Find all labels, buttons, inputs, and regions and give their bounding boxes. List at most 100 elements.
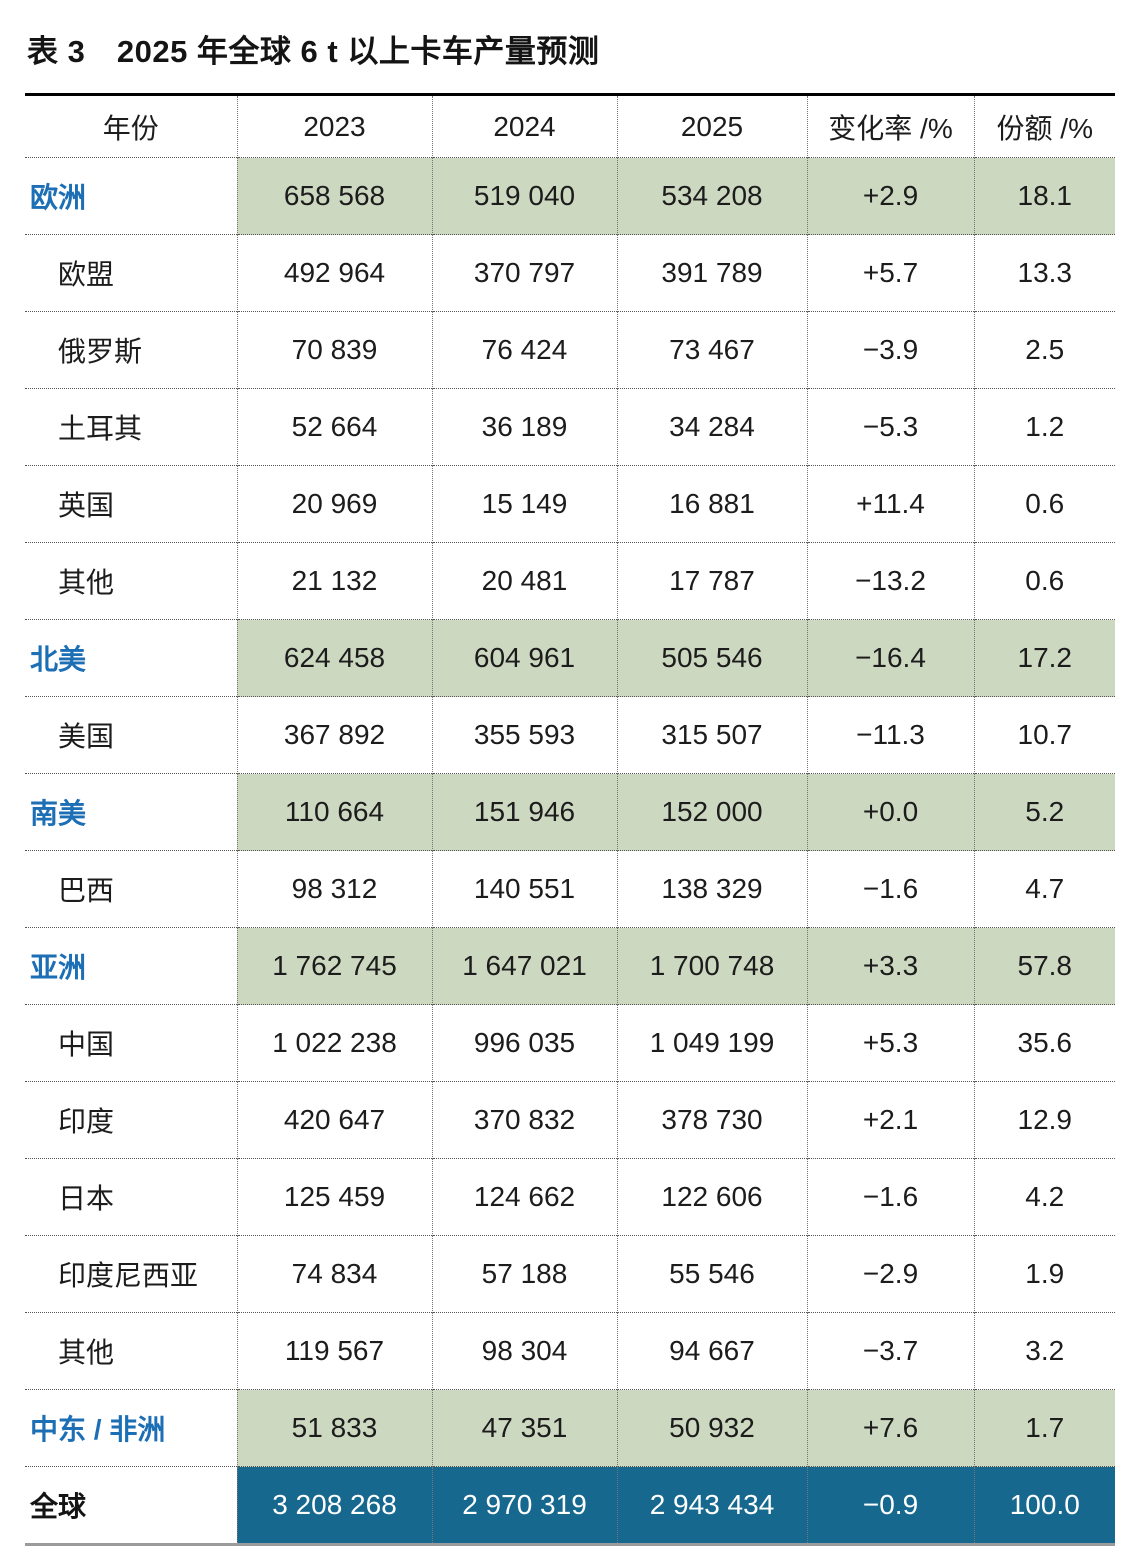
row-label: 日本 [58,1183,115,1214]
row-value: 51 833 [236,1389,432,1467]
row-value: +2.9 [806,157,974,235]
table-row: 印度 420 647 370 832 378 730 +2.1 12.9 [25,1081,1115,1159]
row-label: 印度 [58,1106,115,1137]
row-label: 巴西 [58,875,115,906]
row-value: 70 839 [236,311,432,389]
row-value: 17.2 [973,619,1115,697]
row-value: 140 551 [431,850,617,928]
row-value: 18.1 [973,157,1115,235]
row-value: 624 458 [236,619,432,697]
table-row: 中国 1 022 238 996 035 1 049 199 +5.3 35.6 [25,1004,1115,1082]
table-row: 美国 367 892 355 593 315 507 −11.3 10.7 [25,696,1115,774]
column-header-2025: 2025 [616,94,807,158]
row-value: 119 567 [236,1312,432,1390]
table-row: 俄罗斯 70 839 76 424 73 467 −3.9 2.5 [25,311,1115,389]
row-value: −1.6 [806,1158,974,1236]
row-value: 138 329 [616,850,807,928]
row-value: 658 568 [236,157,432,235]
row-value: +5.7 [806,234,974,312]
row-value: 94 667 [616,1312,807,1390]
row-value: 76 424 [431,311,617,389]
row-label: 土耳其 [58,413,143,444]
row-value: 2.5 [973,311,1115,389]
row-value: 57.8 [973,927,1115,1005]
row-value: −0.9 [806,1466,974,1545]
row-value: 4.7 [973,850,1115,928]
header-row: 年份 2023 2024 2025 变化率 /% 份额 /% [25,94,1115,158]
row-label: 全球 [30,1491,87,1522]
row-value: 124 662 [431,1158,617,1236]
row-value: 315 507 [616,696,807,774]
table-row: 印度尼西亚 74 834 57 188 55 546 −2.9 1.9 [25,1235,1115,1313]
row-value: −16.4 [806,619,974,697]
row-value: 1 762 745 [236,927,432,1005]
row-value: 1.7 [973,1389,1115,1467]
row-value: −1.6 [806,850,974,928]
row-value: 1 647 021 [431,927,617,1005]
row-label: 南美 [30,798,87,829]
row-value: −11.3 [806,696,974,774]
row-value: 996 035 [431,1004,617,1082]
row-value: 15 149 [431,465,617,543]
row-value: +7.6 [806,1389,974,1467]
row-value: 367 892 [236,696,432,774]
row-value: 16 881 [616,465,807,543]
row-value: +5.3 [806,1004,974,1082]
row-value: 505 546 [616,619,807,697]
row-value: 50 932 [616,1389,807,1467]
row-value: 110 664 [236,773,432,851]
truck-production-forecast-table: 年份 2023 2024 2025 变化率 /% 份额 /% 欧洲 658 568… [25,93,1115,1546]
table-row: 其他 119 567 98 304 94 667 −3.7 3.2 [25,1312,1115,1390]
row-label: 北美 [30,644,87,675]
row-value: 74 834 [236,1235,432,1313]
row-label: 其他 [58,1337,115,1368]
row-value: 492 964 [236,234,432,312]
row-value: 391 789 [616,234,807,312]
row-value: 73 467 [616,311,807,389]
column-header-year: 年份 [102,112,159,144]
row-value: 21 132 [236,542,432,620]
row-value: 2 970 319 [431,1466,617,1545]
row-value: 17 787 [616,542,807,620]
table-row: 欧盟 492 964 370 797 391 789 +5.7 13.3 [25,234,1115,312]
row-value: 4.2 [973,1158,1115,1236]
row-value: 100.0 [973,1466,1115,1545]
row-value: −5.3 [806,388,974,466]
row-label: 欧洲 [30,182,87,213]
row-label: 中国 [58,1029,115,1060]
row-label: 俄罗斯 [58,336,143,367]
row-value: 34 284 [616,388,807,466]
row-value: 52 664 [236,388,432,466]
row-value: 0.6 [973,542,1115,620]
row-value: 57 188 [431,1235,617,1313]
row-value: −3.7 [806,1312,974,1390]
row-value: −13.2 [806,542,974,620]
table-row: 巴西 98 312 140 551 138 329 −1.6 4.7 [25,850,1115,928]
row-value: 0.6 [973,465,1115,543]
row-value: 1.2 [973,388,1115,466]
row-value: 47 351 [431,1389,617,1467]
row-value: −3.9 [806,311,974,389]
table-row: 北美 624 458 604 961 505 546 −16.4 17.2 [25,619,1115,697]
table-row: 其他 21 132 20 481 17 787 −13.2 0.6 [25,542,1115,620]
row-value: 151 946 [431,773,617,851]
row-value: 20 969 [236,465,432,543]
row-value: 519 040 [431,157,617,235]
row-value: 1.9 [973,1235,1115,1313]
table-row: 南美 110 664 151 946 152 000 +0.0 5.2 [25,773,1115,851]
row-label: 亚洲 [30,952,87,983]
column-header-2024: 2024 [431,94,617,158]
row-value: 12.9 [973,1081,1115,1159]
row-label: 欧盟 [58,259,115,290]
column-header-2023: 2023 [236,94,432,158]
table-row: 土耳其 52 664 36 189 34 284 −5.3 1.2 [25,388,1115,466]
row-value: 420 647 [236,1081,432,1159]
row-value: 604 961 [431,619,617,697]
row-value: +2.1 [806,1081,974,1159]
row-value: 1 022 238 [236,1004,432,1082]
row-label: 英国 [58,490,115,521]
row-value: 370 832 [431,1081,617,1159]
row-value: 122 606 [616,1158,807,1236]
row-value: 1 700 748 [616,927,807,1005]
row-value: 98 304 [431,1312,617,1390]
